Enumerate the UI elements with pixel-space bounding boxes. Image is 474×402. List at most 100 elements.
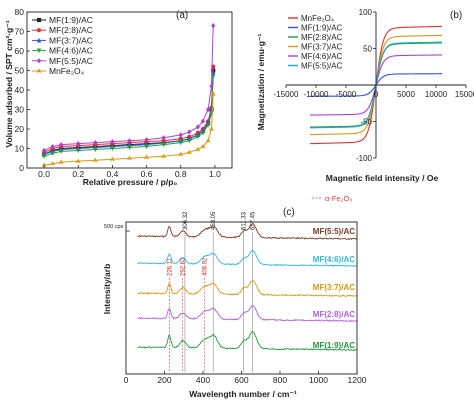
panel-b-legend: MnFe₂O₄MF(1:9)/ACMF(2:8)/ACMF(3:7)/ACMF(… bbox=[288, 14, 343, 71]
legend-mf-5-5-ac-label: MF(5:5)/AC bbox=[49, 56, 93, 66]
series-mnfe-o--point bbox=[58, 159, 64, 165]
legend-mnfe-o--marker bbox=[36, 68, 42, 74]
series-mf-4-6-ac-point bbox=[200, 130, 206, 136]
series-mnfe-o--point bbox=[109, 156, 115, 162]
legend-mf-1-9-ac-label: MF(1:9)/AC bbox=[301, 24, 343, 33]
panel-b-xtick-label: 5000 bbox=[397, 90, 415, 99]
panel-a-xtick-label: 0.0 bbox=[38, 169, 50, 179]
panel-a-ylabel: Volume adsorbed / SPT cm³·g⁻¹ bbox=[4, 20, 14, 147]
series-mf-4-6-ac-label: MF(4:6)/AC bbox=[313, 255, 355, 264]
series-mf-5-5-ac-point bbox=[211, 23, 216, 29]
panel-b-ytick-label: -100 bbox=[356, 154, 373, 163]
panel-a-xlabel: Relative pressure / p/p₀ bbox=[83, 177, 178, 187]
series-mf-4-6-ac-point bbox=[195, 134, 200, 140]
series-mf-5-5-ac-point bbox=[76, 141, 81, 147]
alpha-fe2o3-legend-label: α-Fe₂O₃ bbox=[325, 194, 352, 203]
panel-c-xtick-label: 400 bbox=[196, 375, 210, 385]
panel-a-ytick-label: 40 bbox=[15, 85, 25, 95]
panel-c-frame bbox=[125, 221, 358, 375]
alpha-fe2o3-peak-label: 226.11 bbox=[168, 257, 174, 276]
legend-mf-2-8-ac-marker bbox=[36, 28, 42, 33]
legend-mf-3-7-ac-label: MF(3:7)/AC bbox=[49, 35, 93, 45]
series-mf-4-6-ac-point bbox=[178, 140, 183, 146]
panel-a-ytick-label: 20 bbox=[15, 124, 25, 134]
peak-label: 306.32 bbox=[183, 211, 189, 230]
series-mf-5-5-ac-point bbox=[209, 83, 214, 89]
panel-c-raman-chart: (c) 306.32 453.05 611.33 657.45 226.11 292.63… bbox=[102, 194, 367, 399]
panel-a-legend: MF(1:9)/ACMF(2:8)/ACMF(3:7)/ACMF(4:6)/AC… bbox=[32, 15, 93, 76]
series-mnfe-o--point bbox=[195, 146, 201, 152]
panel-a-xtick-label: 0.6 bbox=[141, 169, 153, 179]
panel-b-xlabel: Magnetic field intensity / Oe bbox=[326, 173, 439, 183]
legend-mf-5-5-ac-label: MF(5:5)/AC bbox=[301, 62, 343, 71]
series-mf-5-5-ac-line bbox=[43, 25, 214, 151]
series-mf-4-6-ac-point bbox=[187, 138, 192, 144]
legend-mf-1-9-ac-label: MF(1:9)/AC bbox=[49, 15, 93, 25]
legend-mnfe-o--label: MnFe₂O₄ bbox=[301, 14, 334, 23]
panel-a-ytick-label: 80 bbox=[15, 7, 25, 17]
series-mnfe-o--point bbox=[92, 157, 98, 163]
panel-a-isotherm-chart: (a) MF(1:9)/ACMF(2:8)/ACMF(3:7)/ACMF(4:6… bbox=[4, 7, 233, 187]
legend-mf-4-6-ac-marker bbox=[36, 48, 42, 54]
series-mf-5-5-ac-point bbox=[59, 142, 64, 148]
panel-a-axes: 0.0 0.2 0.4 0.6 0.8 1.0 0 10 20 30 40 50 60 70 80 bbox=[15, 7, 233, 179]
series-mf-5-5-ac-point bbox=[195, 124, 200, 130]
series-mnfe-o--point bbox=[178, 151, 184, 157]
panel-b-ytick-label: 50 bbox=[363, 45, 372, 54]
peak-label: 657.45 bbox=[251, 211, 257, 230]
series-mf-1-9-ac-label: MF(1:9)/AC bbox=[313, 341, 355, 350]
legend-mf-5-5-ac-marker bbox=[36, 58, 42, 64]
series-mf-4-6-ac-point bbox=[161, 142, 166, 148]
panel-a-xtick-label: 0.8 bbox=[175, 169, 187, 179]
series-mf-5-5-ac-point bbox=[178, 132, 183, 138]
panel-b-magnetization-chart: (b) -15000 -10000 -5000 0 5000 10000 15000 -100… bbox=[256, 8, 474, 183]
series-mnfe-o--point bbox=[210, 91, 216, 96]
legend-mf-1-9-ac-marker bbox=[36, 17, 42, 23]
series-mf-1-9-ac-spectrum bbox=[137, 330, 358, 352]
series-mf-4-6-ac-point bbox=[50, 151, 55, 156]
panel-c-reference-lines: 306.32 453.05 611.33 657.45 226.11 292.63 408.… bbox=[168, 211, 257, 372]
series-mf-5-5-ac-point bbox=[205, 106, 211, 113]
panel-c-xlabel: Wavelength number / cm⁻¹ bbox=[189, 389, 297, 399]
panel-c-xtick-label: 800 bbox=[273, 375, 287, 385]
alpha-fe2o3-peak-label: 292.63 bbox=[180, 257, 186, 276]
panel-b-xtick-label: 15000 bbox=[455, 90, 474, 99]
series-mf-5-5-ac-point bbox=[127, 138, 132, 144]
panel-c-xtick-label: 600 bbox=[234, 375, 248, 385]
series-mf-4-6-ac-point bbox=[110, 146, 115, 152]
alpha-fe2o3-peak-label: 408.92 bbox=[203, 257, 209, 276]
series-mnfe-o--point bbox=[186, 149, 192, 155]
panel-a-ytick-label: 50 bbox=[15, 66, 25, 76]
series-mf-4-6-ac-point bbox=[41, 154, 47, 159]
series-mf-4-6-ac-line bbox=[43, 76, 214, 157]
series-mnfe-o--point bbox=[205, 138, 211, 143]
peak-label: 453.05 bbox=[211, 211, 217, 230]
panel-c-axes: 0 200 400 600 800 1000 1200 bbox=[124, 221, 367, 385]
panel-b-label: (b) bbox=[450, 10, 462, 21]
series-mnfe-o--point bbox=[161, 153, 167, 159]
legend-mf-2-8-ac-label: MF(2:8)/AC bbox=[49, 25, 93, 35]
panel-c-scale-label: 500 cps bbox=[104, 224, 124, 230]
panel-a-series-group bbox=[41, 23, 216, 168]
series-mnfe-o--point bbox=[208, 126, 215, 132]
panel-b-ytick-label: 100 bbox=[359, 8, 373, 17]
panel-b-xtick-label: -15000 bbox=[274, 90, 299, 99]
series-mf-5-5-ac-point bbox=[187, 129, 192, 135]
panel-a-xtick-label: 0.2 bbox=[72, 169, 84, 179]
series-mf-4-6-ac-point bbox=[59, 149, 64, 155]
series-mf-4-6-ac-point bbox=[205, 123, 211, 128]
series-mf-4-6-ac-spectrum bbox=[137, 249, 358, 268]
legend-mf-4-6-ac-label: MF(4:6)/AC bbox=[301, 52, 343, 61]
series-mf-5-5-ac-point bbox=[200, 118, 206, 124]
series-mf-4-6-ac-point bbox=[127, 145, 132, 151]
panel-c-xtick-label: 200 bbox=[157, 375, 171, 385]
panel-c-xtick-label: 1200 bbox=[348, 375, 367, 385]
panel-a-label: (a) bbox=[176, 10, 188, 21]
series-mf-4-6-ac-point bbox=[76, 148, 81, 154]
legend-mf-4-6-ac-label: MF(4:6)/AC bbox=[49, 46, 93, 56]
series-mf-5-5-ac-point bbox=[50, 143, 55, 150]
legend-mnfe-o--label: MnFe₂O₄ bbox=[49, 66, 85, 76]
panel-a-ytick-label: 0 bbox=[19, 163, 24, 173]
peak-label: 611.33 bbox=[242, 211, 248, 230]
legend-mf-2-8-ac-label: MF(2:8)/AC bbox=[301, 33, 343, 42]
